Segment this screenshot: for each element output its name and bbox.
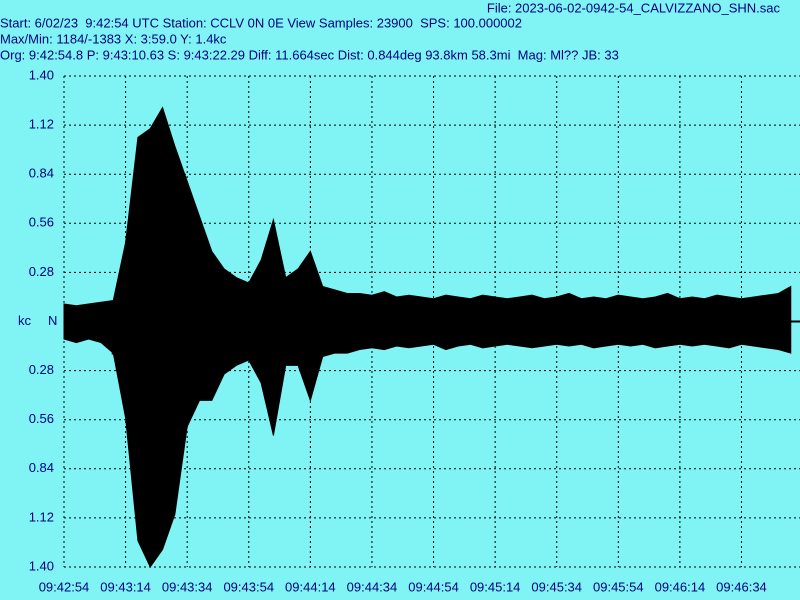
p-marker: P (111, 342, 120, 357)
max-min-info: Max/Min: 1184/-1383 X: 3:59.0 Y: 1.4kc (0, 31, 227, 46)
channel-label: N (48, 313, 57, 328)
x-tick-label: 09:46:34 (716, 579, 767, 594)
y-tick-label: 0.84 (29, 460, 54, 475)
y-tick-label: 0.28 (29, 264, 54, 279)
x-tick-label: 09:45:34 (531, 579, 582, 594)
x-tick-label: 09:46:14 (655, 579, 706, 594)
y-tick-label: 1.12 (29, 509, 54, 524)
x-tick-label: 09:45:14 (470, 579, 521, 594)
x-tick-label: 09:44:54 (408, 579, 459, 594)
y-tick-label: 0.56 (29, 215, 54, 230)
waveform-envelope (63, 106, 792, 322)
y-tick-label: 0.56 (29, 411, 54, 426)
y-tick-label: 1.40 (29, 558, 54, 573)
y-tick-label: 1.40 (29, 67, 54, 82)
waveform-envelope (63, 321, 792, 568)
x-tick-label: 09:44:14 (285, 579, 336, 594)
y-unit: kc (18, 313, 32, 328)
file-name: File: 2023-06-02-0942-54_CALVIZZANO_SHN.… (487, 0, 781, 15)
x-tick-label: 09:42:54 (39, 579, 90, 594)
x-tick-label: 09:44:34 (347, 579, 398, 594)
x-tick-label: 09:45:54 (593, 579, 644, 594)
y-tick-label: 0.28 (29, 362, 54, 377)
y-tick-label: 0.84 (29, 166, 54, 181)
x-tick-label: 09:43:54 (223, 579, 274, 594)
x-tick-label: 09:43:14 (100, 579, 151, 594)
origin-info: Org: 9:42:54.8 P: 9:43:10.63 S: 9:43:22.… (0, 47, 619, 62)
y-tick-label: 1.12 (29, 117, 54, 132)
x-tick-label: 09:43:34 (162, 579, 213, 594)
start-info: Start: 6/02/23 9:42:54 UTC Station: CCLV… (0, 15, 522, 30)
